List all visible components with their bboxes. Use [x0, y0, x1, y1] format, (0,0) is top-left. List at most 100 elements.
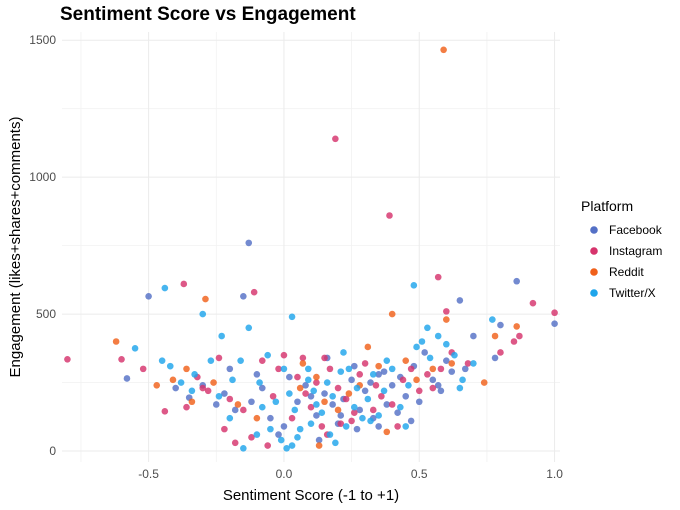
point-twitter-x — [369, 371, 377, 378]
data-points — [64, 46, 558, 452]
point-instagram — [321, 354, 328, 362]
point-twitter-x — [245, 324, 253, 332]
point-facebook — [497, 321, 504, 329]
point-instagram — [180, 280, 188, 288]
point-twitter-x — [375, 412, 382, 419]
point-twitter-x — [340, 349, 347, 356]
point-twitter-x — [318, 409, 326, 417]
point-facebook — [294, 398, 301, 406]
y-tick-label: 0 — [49, 444, 56, 458]
point-twitter-x — [191, 371, 198, 378]
point-facebook — [286, 373, 293, 381]
point-facebook — [329, 401, 336, 408]
point-reddit — [345, 390, 353, 397]
point-facebook — [394, 409, 401, 417]
point-reddit — [313, 373, 320, 381]
point-reddit — [375, 362, 382, 370]
x-axis-ticks: -0.5 0.0 0.5 1.0 — [138, 467, 563, 481]
point-twitter-x — [218, 332, 225, 340]
point-instagram — [388, 401, 396, 408]
point-twitter-x — [226, 414, 234, 422]
point-instagram — [424, 371, 431, 378]
point-twitter-x — [383, 357, 391, 364]
point-reddit — [315, 442, 323, 449]
point-instagram — [351, 409, 358, 417]
x-tick-label: -0.5 — [138, 467, 159, 481]
legend-swatch-facebook — [590, 226, 598, 234]
point-instagram — [394, 423, 401, 430]
point-twitter-x — [470, 360, 477, 367]
point-reddit — [388, 310, 396, 318]
point-facebook — [253, 371, 261, 378]
point-instagram — [407, 365, 415, 373]
point-twitter-x — [258, 403, 266, 411]
point-instagram — [248, 434, 255, 441]
point-facebook — [226, 365, 234, 373]
x-axis-title: Sentiment Score (-1 to +1) — [223, 487, 399, 504]
point-twitter-x — [161, 284, 169, 292]
grid-minor — [62, 32, 560, 462]
point-reddit — [429, 365, 437, 373]
point-facebook — [470, 332, 477, 340]
point-instagram — [497, 349, 504, 356]
point-facebook — [315, 436, 323, 444]
point-instagram — [204, 387, 212, 395]
point-twitter-x — [489, 316, 496, 323]
point-twitter-x — [294, 434, 301, 441]
point-facebook — [429, 376, 437, 384]
point-facebook — [388, 382, 396, 389]
point-reddit — [321, 398, 328, 406]
point-twitter-x — [207, 357, 215, 364]
point-twitter-x — [277, 436, 285, 444]
point-twitter-x — [286, 390, 293, 397]
point-facebook — [353, 425, 361, 433]
point-facebook — [313, 412, 320, 419]
point-reddit — [188, 398, 196, 406]
x-tick-label: 0.0 — [276, 467, 293, 481]
point-facebook — [275, 431, 282, 438]
point-instagram — [318, 423, 326, 430]
legend-label-instagram: Instagram — [609, 244, 662, 258]
point-facebook — [491, 354, 499, 362]
point-facebook — [348, 376, 355, 384]
grid-major — [62, 32, 560, 462]
point-twitter-x — [388, 365, 396, 373]
point-instagram — [378, 392, 385, 400]
point-facebook — [434, 382, 442, 389]
point-instagram — [258, 357, 266, 364]
point-instagram — [356, 371, 364, 378]
point-facebook — [415, 398, 423, 406]
point-facebook — [437, 387, 445, 395]
point-twitter-x — [166, 362, 174, 370]
point-twitter-x — [291, 406, 299, 414]
point-facebook — [231, 406, 239, 414]
point-facebook — [448, 368, 456, 375]
point-twitter-x — [237, 357, 244, 364]
point-twitter-x — [443, 340, 450, 348]
point-instagram — [529, 299, 537, 307]
point-instagram — [334, 384, 342, 392]
point-instagram — [516, 332, 523, 340]
point-twitter-x — [456, 384, 464, 392]
point-facebook — [267, 414, 274, 422]
point-facebook — [367, 379, 374, 386]
point-twitter-x — [353, 384, 361, 392]
point-twitter-x — [288, 313, 296, 321]
point-facebook — [212, 401, 220, 408]
point-instagram — [183, 403, 190, 411]
point-instagram — [118, 355, 125, 363]
point-facebook — [245, 239, 253, 247]
point-instagram — [294, 373, 301, 381]
point-facebook — [383, 401, 391, 408]
point-instagram — [313, 379, 320, 386]
point-twitter-x — [402, 423, 410, 430]
legend-swatch-reddit — [590, 268, 598, 276]
point-twitter-x — [272, 398, 280, 406]
point-instagram — [269, 392, 277, 400]
point-twitter-x — [451, 351, 458, 359]
point-instagram — [326, 365, 334, 373]
point-reddit — [183, 365, 190, 373]
point-reddit — [513, 323, 520, 330]
legend-swatch-instagram — [590, 247, 598, 255]
point-instagram — [215, 354, 223, 362]
